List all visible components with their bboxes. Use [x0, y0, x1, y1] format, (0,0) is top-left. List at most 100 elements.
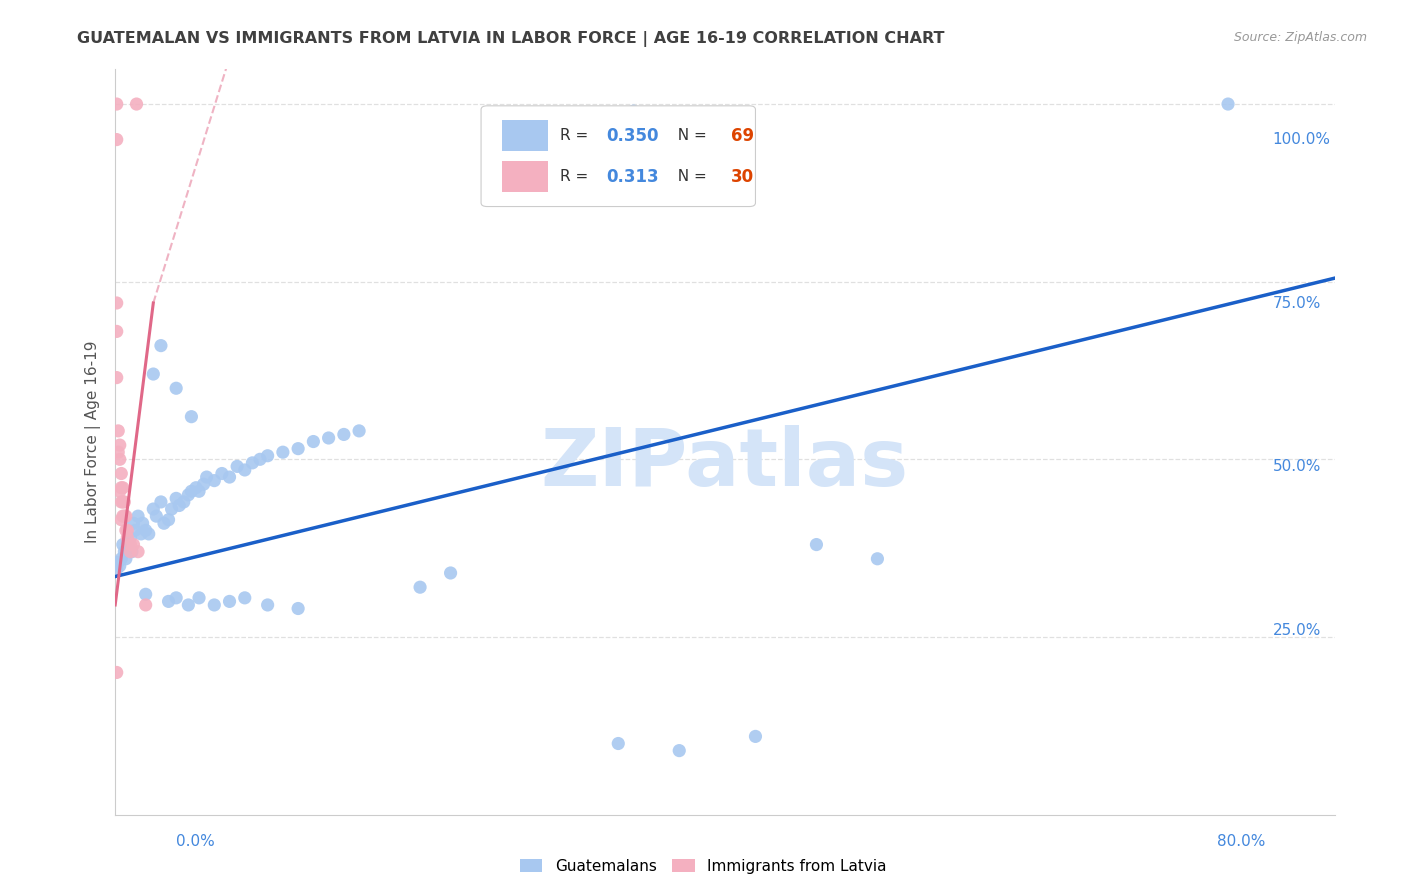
Point	[409, 580, 432, 594]
Point	[256, 598, 278, 612]
Text: 100.0%: 100.0%	[1272, 132, 1330, 147]
Point	[1216, 97, 1239, 112]
Point	[115, 551, 138, 566]
Point	[145, 509, 167, 524]
Point	[112, 544, 135, 558]
Point	[105, 665, 128, 680]
Point	[165, 591, 187, 605]
Point	[249, 452, 271, 467]
Point	[226, 459, 249, 474]
Point	[287, 442, 309, 456]
Point	[165, 491, 187, 506]
Point	[668, 743, 690, 757]
Point	[135, 598, 157, 612]
Point	[111, 481, 134, 495]
Text: R =: R =	[561, 169, 593, 184]
Point	[108, 452, 131, 467]
Point	[127, 544, 149, 558]
Text: R =: R =	[561, 128, 593, 143]
Point	[153, 516, 176, 531]
Text: 0.0%: 0.0%	[176, 834, 215, 849]
Text: 0.313: 0.313	[606, 168, 659, 186]
Point	[105, 97, 128, 112]
Point	[127, 509, 149, 524]
Point	[108, 484, 131, 499]
Text: Source: ZipAtlas.com: Source: ZipAtlas.com	[1233, 31, 1367, 45]
Text: 25.0%: 25.0%	[1272, 623, 1320, 638]
Point	[105, 296, 128, 310]
Point	[318, 431, 340, 445]
Point	[138, 527, 160, 541]
Point	[149, 495, 172, 509]
Text: 75.0%: 75.0%	[1272, 296, 1320, 310]
Point	[135, 524, 157, 538]
Point	[160, 502, 183, 516]
Bar	[502, 120, 548, 152]
Point	[439, 566, 461, 580]
Point	[105, 132, 128, 146]
Point	[271, 445, 294, 459]
Point	[117, 524, 139, 538]
Point	[193, 477, 215, 491]
Point	[806, 537, 828, 551]
Point	[184, 481, 207, 495]
Point	[131, 516, 153, 531]
Point	[180, 409, 202, 424]
Text: 80.0%: 80.0%	[1218, 834, 1265, 849]
Point	[112, 495, 135, 509]
Point	[623, 104, 645, 119]
Point	[302, 434, 325, 449]
Point	[108, 558, 131, 573]
Point	[218, 594, 240, 608]
Point	[129, 527, 152, 541]
Point	[115, 509, 138, 524]
Point	[256, 449, 278, 463]
Point	[125, 97, 148, 112]
Point	[124, 524, 146, 538]
Point	[173, 495, 195, 509]
Text: 0.350: 0.350	[606, 127, 659, 145]
Text: 69: 69	[731, 127, 754, 145]
Point	[202, 474, 225, 488]
Text: GUATEMALAN VS IMMIGRANTS FROM LATVIA IN LABOR FORCE | AGE 16-19 CORRELATION CHAR: GUATEMALAN VS IMMIGRANTS FROM LATVIA IN …	[77, 31, 945, 47]
Point	[110, 467, 132, 481]
Point	[167, 499, 190, 513]
Point	[180, 484, 202, 499]
Text: N =: N =	[668, 169, 711, 184]
Point	[233, 463, 256, 477]
Text: N =: N =	[668, 128, 711, 143]
Point	[157, 594, 180, 608]
Point	[188, 484, 211, 499]
Point	[195, 470, 218, 484]
Text: 30: 30	[731, 168, 754, 186]
Point	[165, 381, 187, 395]
Point	[107, 445, 129, 459]
FancyBboxPatch shape	[481, 106, 755, 207]
Point	[120, 531, 142, 545]
Point	[866, 551, 889, 566]
Point	[110, 513, 132, 527]
Point	[287, 601, 309, 615]
Point	[110, 551, 132, 566]
Text: 50.0%: 50.0%	[1272, 459, 1320, 475]
Point	[142, 502, 165, 516]
Point	[105, 325, 128, 339]
Point	[112, 509, 135, 524]
Point	[242, 456, 264, 470]
Point	[744, 730, 766, 744]
Point	[120, 537, 142, 551]
Text: ZIPatlas: ZIPatlas	[541, 425, 910, 503]
Point	[118, 541, 141, 555]
Point	[117, 537, 139, 551]
Point	[110, 481, 132, 495]
Bar	[502, 161, 548, 193]
Point	[202, 598, 225, 612]
Point	[211, 467, 233, 481]
Point	[110, 495, 132, 509]
Point	[177, 488, 200, 502]
Point	[347, 424, 370, 438]
Point	[111, 509, 134, 524]
Point	[142, 367, 165, 381]
Point	[111, 495, 134, 509]
Point	[105, 370, 128, 384]
